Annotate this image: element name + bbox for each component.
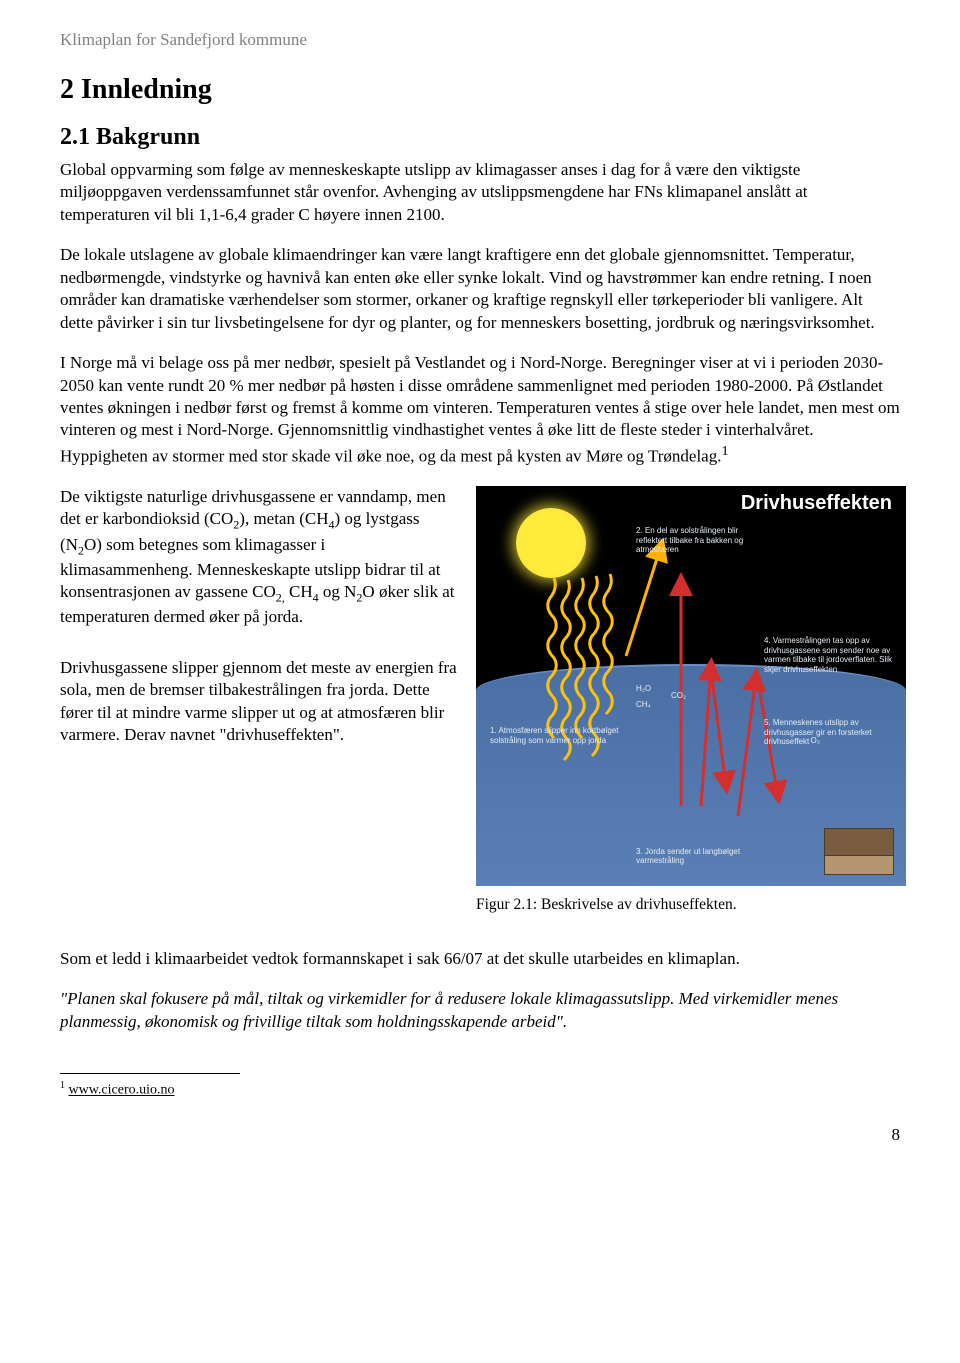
- figure-label-2: 2. En del av solstrålingen blir reflekte…: [636, 526, 766, 555]
- p4-seg-e: CH: [285, 582, 313, 601]
- page-header: Klimaplan for Sandefjord kommune: [60, 30, 900, 50]
- footnote-separator: [60, 1073, 240, 1074]
- footnote-link[interactable]: www.cicero.uio.no: [69, 1083, 175, 1098]
- footnote-ref-1: 1: [721, 443, 728, 459]
- section-heading: 2 Innledning: [60, 74, 900, 106]
- page-number: 8: [60, 1125, 900, 1145]
- paragraph-4: De viktigste naturlige drivhusgassene er…: [60, 486, 460, 629]
- p4-seg-f: og N: [319, 582, 357, 601]
- molecule-ch4: CH₄: [636, 700, 651, 710]
- footnote-1: 1 www.cicero.uio.no: [60, 1080, 900, 1099]
- paragraph-6: Som et ledd i klimaarbeidet vedtok forma…: [60, 948, 900, 970]
- greenhouse-effect-figure: Drivhuseffekten: [476, 486, 906, 886]
- molecule-o3: O₃: [811, 736, 820, 746]
- figure-label-5: 5. Menneskenes utslipp av drivhusgasser …: [764, 718, 894, 747]
- paragraph-5: Drivhusgassene slipper gjennom det meste…: [60, 657, 460, 747]
- paragraph-2: De lokale utslagene av globale klimaendr…: [60, 244, 900, 334]
- figure-label-3: 3. Jorda sender ut langbølget varmestrål…: [636, 847, 766, 866]
- paragraph-1: Global oppvarming som følge av menneskes…: [60, 159, 900, 226]
- molecule-co2: CO₂: [671, 691, 686, 701]
- molecule-h2o: H₂O: [636, 684, 651, 694]
- paragraph-7-quote: "Planen skal fokusere på mål, tiltak og …: [60, 988, 900, 1033]
- figure-caption: Figur 2.1: Beskrivelse av drivhuseffekte…: [476, 896, 906, 914]
- subsection-heading: 2.1 Bakgrunn: [60, 124, 900, 151]
- figure-label-1: 1. Atmosfæren slipper inn kortbølget sol…: [490, 726, 620, 745]
- factory-icon: [824, 828, 892, 872]
- footnote-number: 1: [60, 1080, 65, 1091]
- p4-seg-b: ), metan (CH: [239, 509, 328, 528]
- paragraph-3-text: I Norge må vi belage oss på mer nedbør, …: [60, 353, 900, 465]
- paragraph-3: I Norge må vi belage oss på mer nedbør, …: [60, 352, 900, 468]
- figure-label-4: 4. Varmestrålingen tas opp av drivhusgas…: [764, 636, 894, 674]
